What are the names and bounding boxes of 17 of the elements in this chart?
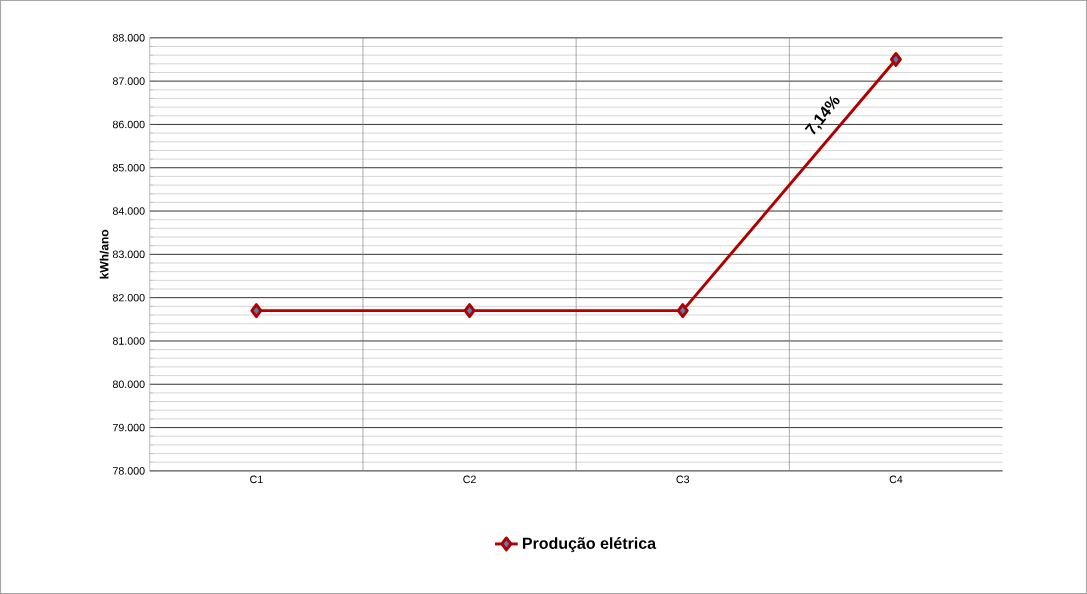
y-tick-label: 85.000	[112, 163, 145, 172]
y-tick-label: 88.000	[112, 34, 145, 42]
y-tick-label: 81.000	[112, 337, 145, 345]
legend-label: Produção elétrica	[522, 537, 657, 553]
y-tick-label: 87.000	[112, 77, 145, 85]
y-tick-label: 82.000	[112, 293, 145, 302]
y-tick-label: 78.000	[113, 467, 145, 475]
x-tick-label: C3	[676, 475, 690, 484]
x-tick-label: C4	[889, 475, 903, 484]
y-tick-label: 84.000	[112, 207, 145, 215]
y-axis-title: kWh/ano	[99, 229, 109, 279]
x-tick-label: C2	[463, 475, 476, 484]
x-tick-label: C1	[250, 475, 263, 484]
y-tick-label: 83.000	[112, 250, 145, 259]
y-tick-label: 79.000	[113, 423, 145, 432]
y-tick-label: 86.000	[112, 120, 145, 129]
y-tick-label: 80.000	[112, 380, 145, 389]
